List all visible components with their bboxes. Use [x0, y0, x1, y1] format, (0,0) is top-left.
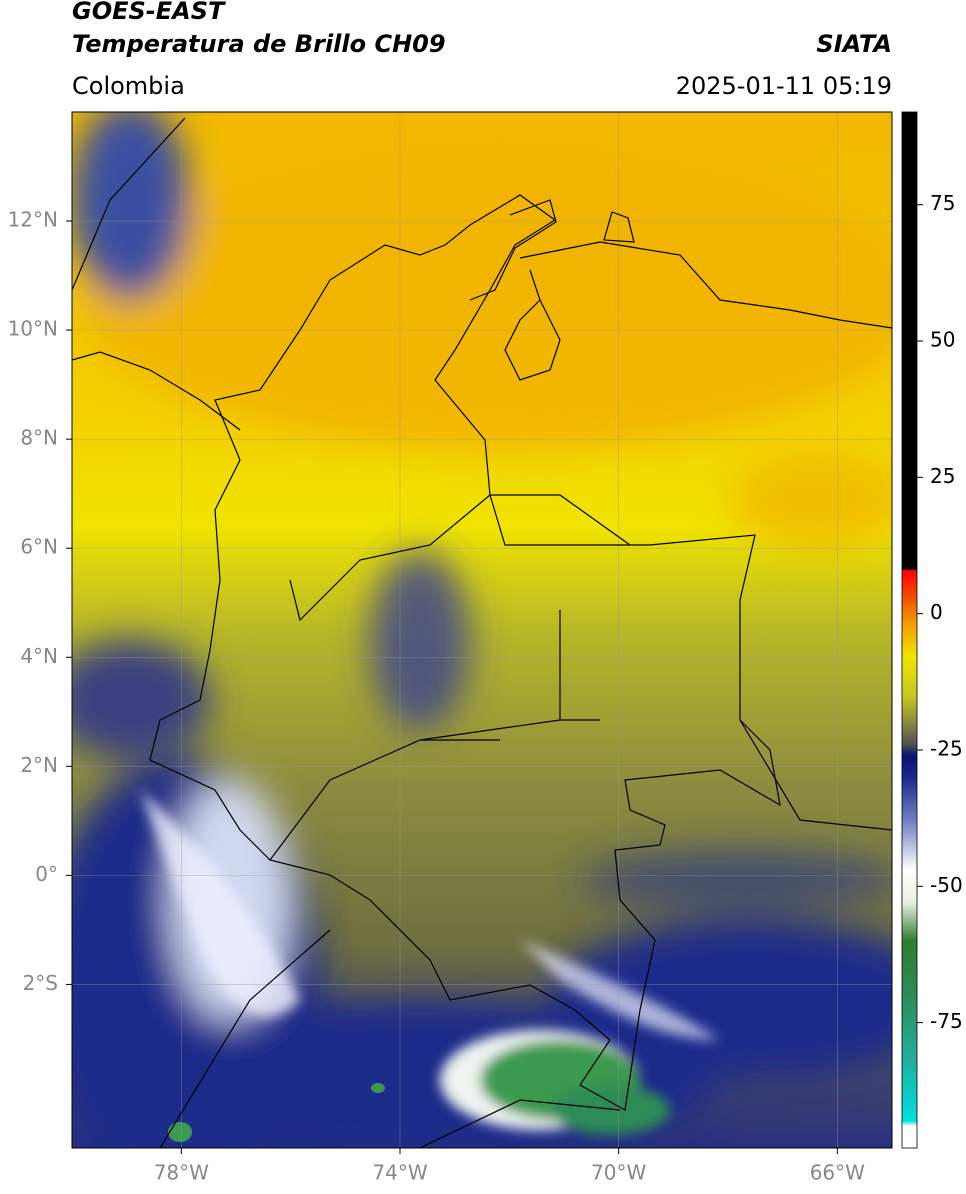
x-tick-label: 70°W [591, 1161, 646, 1185]
colombia-border [149, 194, 781, 1111]
x-tick-label: 74°W [372, 1161, 427, 1185]
y-tick-label: 2°S [23, 971, 58, 995]
y-tick-label: 0° [35, 862, 58, 886]
colorbar-tick-label: -50 [930, 873, 963, 897]
source: SIATA [816, 30, 892, 58]
y-tick-label: 4°N [20, 644, 58, 668]
y-tick-label: 2°N [20, 753, 58, 777]
colorbar-tick-label: -75 [930, 1009, 963, 1033]
map-frame [71, 111, 893, 1149]
datetime: 2025-01-11 05:19 [676, 72, 892, 100]
y-tick-label: 10°N [8, 317, 58, 341]
colorbar-tick-label: 50 [930, 328, 955, 352]
y-tick-label: 8°N [20, 426, 58, 450]
coastline [72, 117, 892, 431]
satellite: GOES-EAST [72, 0, 226, 25]
x-tick-label: 66°W [810, 1161, 865, 1185]
y-tick-label: 6°N [20, 535, 58, 559]
imagery [72, 112, 892, 1148]
y-tick-label: 12°N [8, 208, 58, 232]
colorbar-tick-label: 0 [930, 600, 943, 624]
colorbar [901, 111, 918, 1149]
colorbar-tick-label: 75 [930, 191, 955, 215]
neighbor-borders [159, 494, 892, 1148]
region: Colombia [72, 72, 185, 100]
colorbar-tick-label: -25 [930, 736, 963, 760]
product: Temperatura de Brillo CH09 [72, 30, 446, 58]
colorbar-tick-label: 25 [930, 464, 955, 488]
x-tick-label: 78°W [154, 1161, 209, 1185]
